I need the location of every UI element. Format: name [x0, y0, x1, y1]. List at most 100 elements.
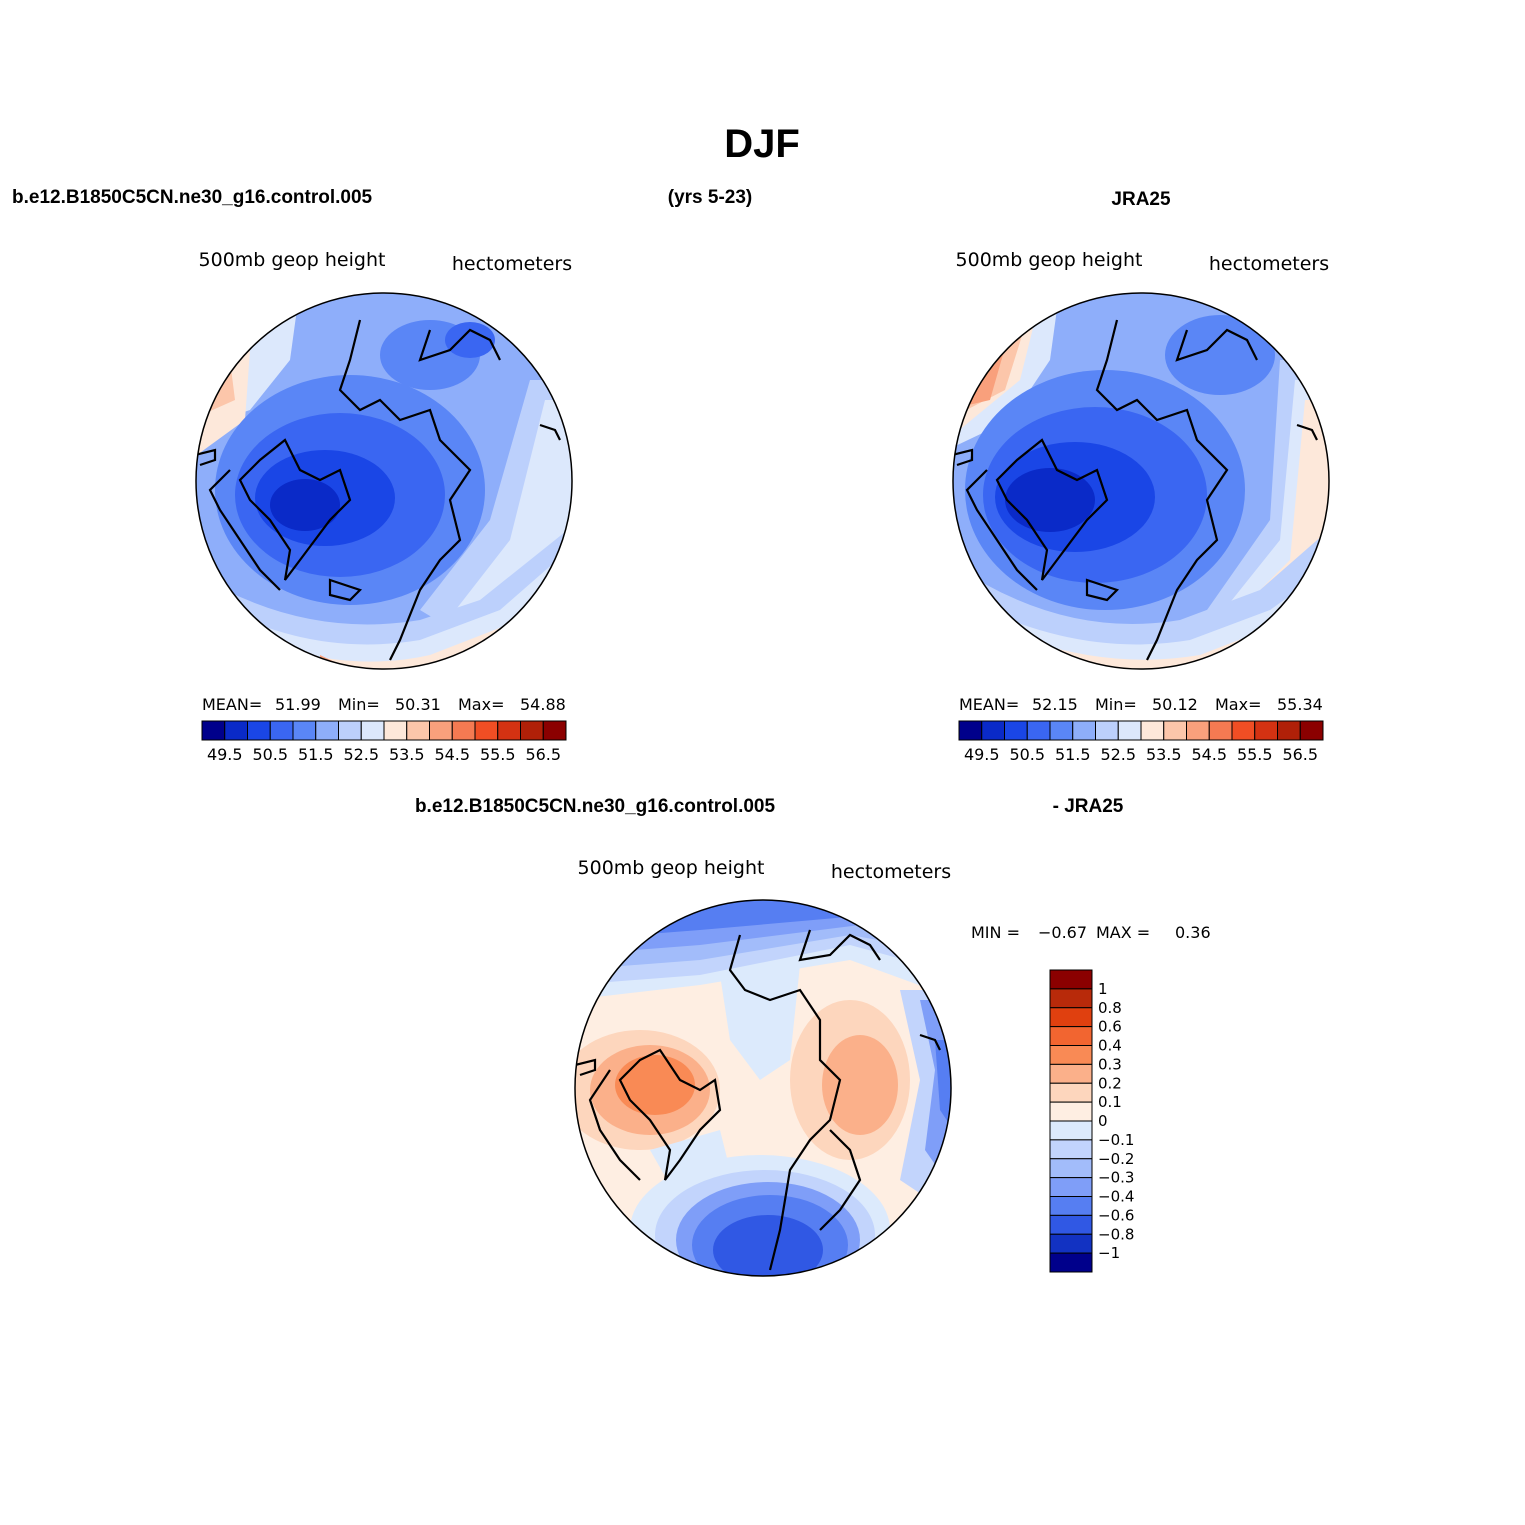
model-mean-value: 51.99 [275, 695, 321, 714]
colorbar-swatch [360, 720, 385, 741]
obs-max-label: Max= [1215, 695, 1261, 714]
colorbar-swatch [1049, 1026, 1093, 1046]
colorbar-tick-label: −0.1 [1098, 1131, 1134, 1149]
model-polar-map [196, 293, 572, 669]
diff-colorbar: 10.80.60.40.30.20.10−0.1−0.2−0.3−0.4−0.6… [1049, 969, 1134, 1273]
diff-map-border [574, 899, 952, 1277]
colorbar-tick-label: 51.5 [1055, 745, 1091, 764]
colorbar-swatch [1186, 720, 1210, 741]
model-max-label: Max= [458, 695, 504, 714]
colorbar-swatch [1049, 1120, 1093, 1141]
diff-field-title: 500mb geop height [578, 857, 765, 879]
diff-max-label: MAX = [1096, 923, 1150, 942]
obs-panel: 500mb geop height hectometers [952, 249, 1330, 764]
colorbar-swatch [451, 720, 476, 741]
colorbar-tick-label: −0.4 [1098, 1188, 1134, 1206]
colorbar-swatch [1049, 1101, 1093, 1122]
colorbar-swatch [429, 720, 453, 741]
diff-max-value: 0.36 [1175, 923, 1211, 942]
model-field-title: 500mb geop height [199, 249, 386, 271]
colorbar-swatch [292, 720, 317, 741]
colorbar-tick-label: 53.5 [1146, 745, 1182, 764]
colorbar-swatch [1049, 1233, 1093, 1254]
colorbar-tick-label: 0.3 [1098, 1055, 1122, 1073]
colorbar-swatch [315, 720, 339, 741]
obs-name: JRA25 [1111, 189, 1171, 210]
colorbar-swatch [1049, 1082, 1093, 1103]
colorbar-tick-label: 0.4 [1098, 1037, 1122, 1055]
colorbar-tick-label: 49.5 [964, 745, 1000, 764]
colorbar-swatch [958, 720, 983, 741]
colorbar-swatch [1004, 720, 1028, 741]
colorbar-swatch [1049, 720, 1074, 741]
colorbar-tick-label: 0.2 [1098, 1074, 1122, 1092]
colorbar-tick-label: −0.2 [1098, 1150, 1134, 1168]
colorbar-tick-label: 50.5 [252, 745, 288, 764]
colorbar-swatch [474, 720, 499, 741]
colorbar-swatch [1072, 720, 1096, 741]
colorbar-swatch [520, 720, 544, 741]
obs-map-border [952, 292, 1330, 670]
model-mean-label: MEAN= [202, 695, 262, 714]
colorbar-tick-label: −1 [1098, 1244, 1120, 1262]
colorbar-tick-label: −0.8 [1098, 1225, 1134, 1243]
colorbar-swatch [1049, 1252, 1093, 1273]
colorbar-swatch [247, 720, 271, 741]
obs-mean-label: MEAN= [959, 695, 1019, 714]
colorbar-swatch [1095, 720, 1119, 741]
obs-mean-value: 52.15 [1032, 695, 1078, 714]
colorbar-swatch [1049, 1063, 1093, 1084]
diff-model-name: b.e12.B1850C5CN.ne30_g16.control.005 [415, 796, 776, 817]
model-units: hectometers [452, 253, 572, 275]
colorbar-tick-label: 56.5 [1282, 745, 1318, 764]
colorbar-swatch [1049, 1007, 1093, 1028]
model-colorbar: 49.5 50.5 51.5 52.5 53.5 54.5 55.5 56.5 [201, 720, 567, 764]
colorbar-swatch [1049, 969, 1093, 990]
colorbar-tick-label: 53.5 [389, 745, 425, 764]
colorbar-tick-label: 55.5 [1237, 745, 1273, 764]
colorbar-tick-label: 52.5 [343, 745, 379, 764]
colorbar-swatch [1117, 720, 1142, 741]
colorbar-tick-label: 1 [1098, 980, 1108, 998]
colorbar-swatch [1049, 1158, 1093, 1179]
colorbar-swatch [1049, 1139, 1093, 1160]
diff-units: hectometers [831, 861, 951, 883]
model-max-value: 54.88 [520, 695, 566, 714]
colorbar-tick-label: 0.6 [1098, 1018, 1122, 1036]
colorbar-tick-label: 54.5 [434, 745, 470, 764]
colorbar-swatch [383, 720, 408, 741]
colorbar-swatch [542, 720, 567, 741]
colorbar-swatch [1049, 1196, 1093, 1216]
colorbar-tick-label: 49.5 [207, 745, 243, 764]
colorbar-swatch [1231, 720, 1256, 741]
colorbar-swatch [406, 720, 430, 741]
model-map-border [195, 292, 573, 670]
colorbar-swatch [338, 720, 362, 741]
diff-obs-name: - JRA25 [1053, 796, 1124, 817]
colorbar-swatch [1049, 1214, 1093, 1235]
model-panel: 500mb geop height hectometers [195, 249, 573, 764]
diff-polar-map [575, 900, 951, 1276]
colorbar-swatch [1049, 1045, 1093, 1065]
years-label: (yrs 5-23) [668, 187, 753, 208]
model-coastlines [196, 319, 561, 661]
model-min-label: Min= [338, 695, 380, 714]
obs-polar-map [953, 293, 1329, 669]
obs-min-label: Min= [1095, 695, 1137, 714]
colorbar-tick-label: −0.3 [1098, 1169, 1134, 1187]
colorbar-tick-label: 0.8 [1098, 999, 1122, 1017]
diff-min-label: MIN = [971, 923, 1020, 942]
colorbar-swatch [1299, 720, 1324, 741]
colorbar-tick-label: 56.5 [525, 745, 561, 764]
figure-title: DJF [724, 122, 800, 166]
colorbar-tick-label: 55.5 [480, 745, 516, 764]
colorbar-swatch [1049, 1177, 1093, 1197]
obs-coastlines [953, 319, 1318, 661]
colorbar-swatch [981, 720, 1005, 741]
obs-min-value: 50.12 [1152, 695, 1198, 714]
colorbar-swatch [1026, 720, 1051, 741]
colorbar-swatch [1208, 720, 1233, 741]
colorbar-swatch [1277, 720, 1301, 741]
colorbar-swatch [1049, 988, 1093, 1009]
